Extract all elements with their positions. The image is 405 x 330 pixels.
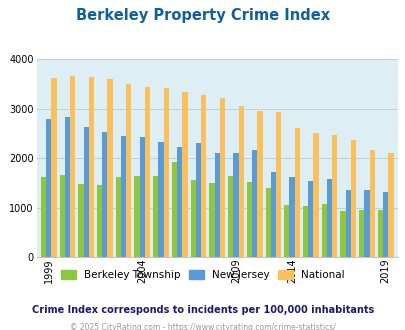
Bar <box>200 95 206 257</box>
Bar <box>339 211 345 257</box>
Bar <box>190 180 195 257</box>
Bar <box>134 176 139 257</box>
Bar <box>345 189 350 257</box>
Bar <box>78 184 83 257</box>
Bar <box>358 210 363 257</box>
Bar <box>145 87 150 257</box>
Bar <box>313 133 318 257</box>
Bar <box>228 176 233 257</box>
Legend: Berkeley Township, New Jersey, National: Berkeley Township, New Jersey, National <box>61 270 344 280</box>
Bar <box>307 181 313 257</box>
Bar <box>387 153 392 257</box>
Bar <box>65 117 70 257</box>
Bar <box>153 176 158 257</box>
Bar <box>163 88 168 257</box>
Text: Berkeley Property Crime Index: Berkeley Property Crime Index <box>76 8 329 23</box>
Bar <box>51 78 56 257</box>
Bar <box>326 179 331 257</box>
Bar <box>41 177 46 257</box>
Bar <box>252 150 257 257</box>
Text: © 2025 CityRating.com - https://www.cityrating.com/crime-statistics/: © 2025 CityRating.com - https://www.city… <box>70 323 335 330</box>
Bar <box>284 205 289 257</box>
Bar <box>377 210 382 257</box>
Bar <box>246 182 252 257</box>
Bar <box>121 136 126 257</box>
Bar <box>214 153 219 257</box>
Bar <box>382 191 387 257</box>
Bar <box>158 142 163 257</box>
Bar <box>257 111 262 257</box>
Bar <box>46 119 51 257</box>
Bar <box>363 190 369 257</box>
Bar <box>171 162 177 257</box>
Bar <box>182 92 187 257</box>
Bar <box>126 84 131 257</box>
Text: Crime Index corresponds to incidents per 100,000 inhabitants: Crime Index corresponds to incidents per… <box>32 305 373 315</box>
Bar <box>195 143 200 257</box>
Bar <box>302 206 307 257</box>
Bar <box>139 137 145 257</box>
Bar <box>369 150 374 257</box>
Bar <box>177 147 182 257</box>
Bar <box>321 204 326 257</box>
Bar <box>275 112 281 257</box>
Bar <box>331 135 337 257</box>
Bar <box>89 77 94 257</box>
Bar <box>107 79 113 257</box>
Bar <box>102 132 107 257</box>
Bar <box>233 153 238 257</box>
Bar <box>270 172 275 257</box>
Bar <box>350 140 355 257</box>
Bar <box>294 128 299 257</box>
Bar <box>97 185 102 257</box>
Bar <box>70 76 75 257</box>
Bar <box>238 106 243 257</box>
Bar <box>83 127 89 257</box>
Bar <box>289 177 294 257</box>
Bar <box>115 177 121 257</box>
Bar <box>60 175 65 257</box>
Bar <box>209 183 214 257</box>
Bar <box>219 98 224 257</box>
Bar <box>265 187 270 257</box>
